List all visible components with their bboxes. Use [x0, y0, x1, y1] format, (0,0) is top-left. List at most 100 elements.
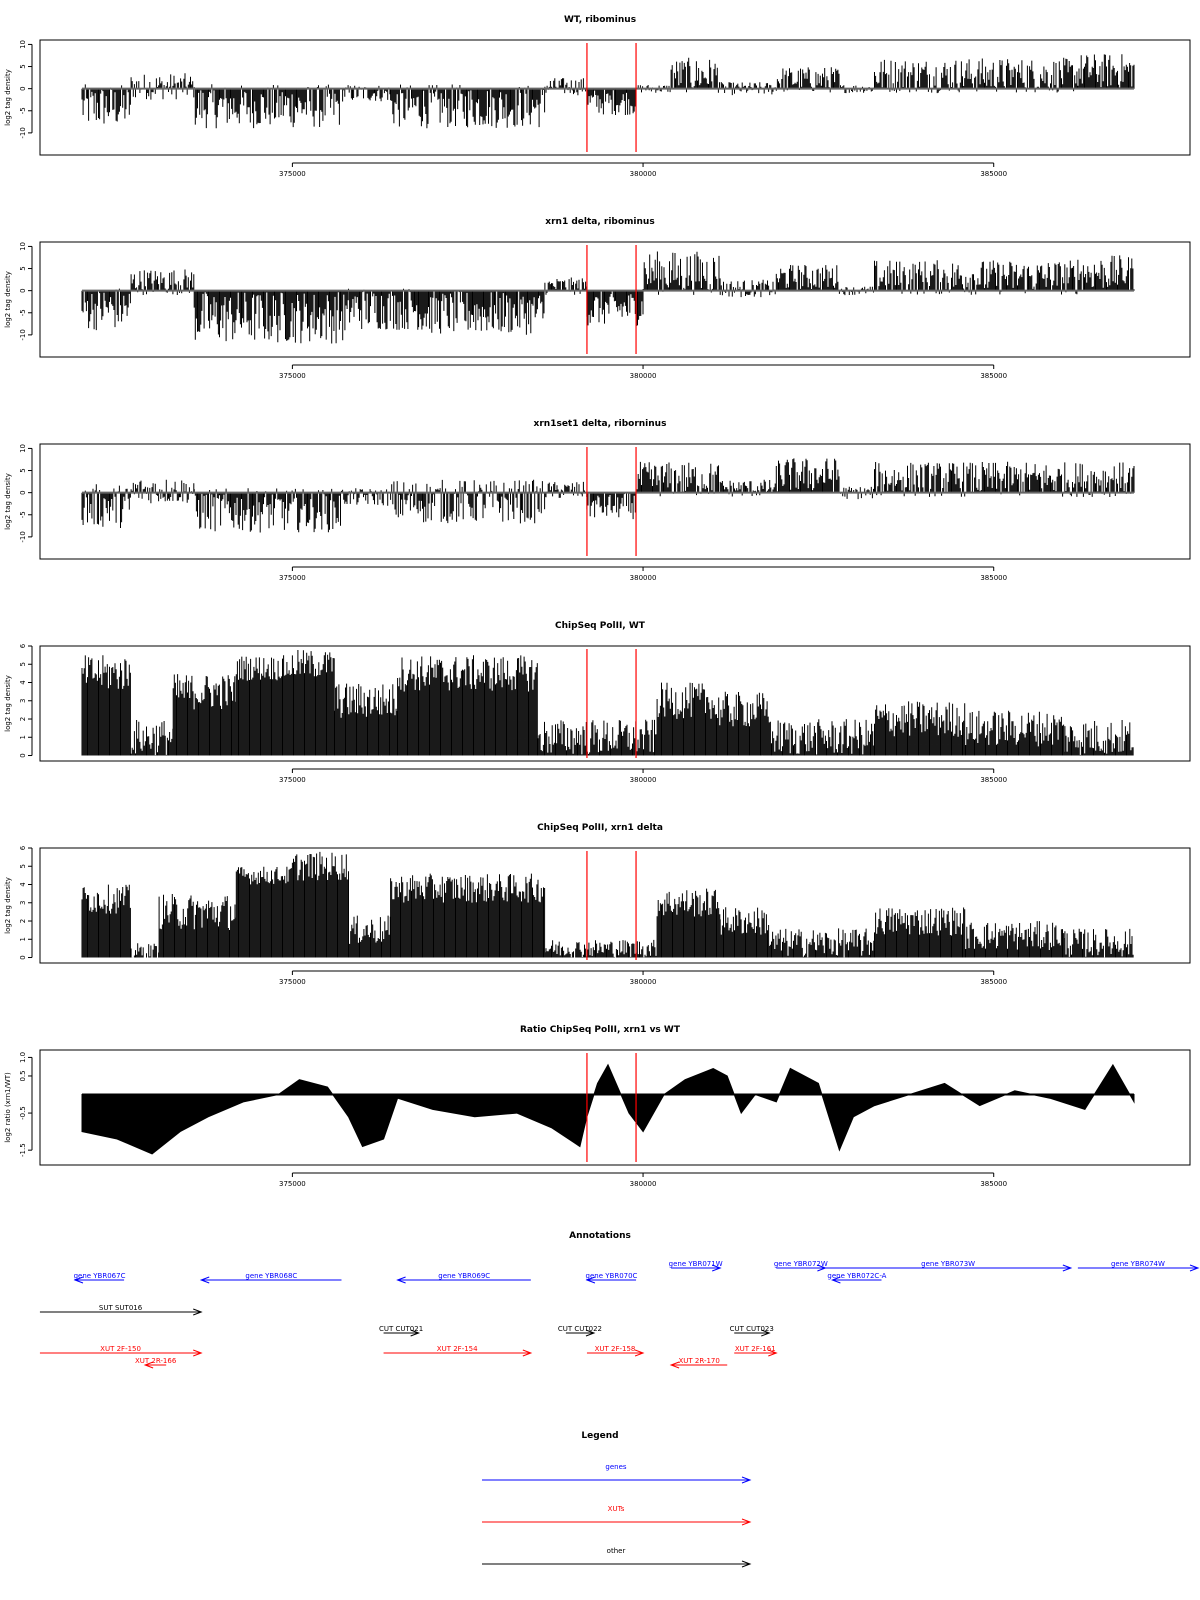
- annotation-label: XUT 2F-150: [100, 1345, 141, 1353]
- x-tick-label: 375000: [279, 170, 306, 178]
- annotation-feature: gene YBR074W: [1077, 1260, 1200, 1272]
- feature-arrowhead: [396, 1276, 406, 1284]
- x-tick-label: 380000: [630, 1180, 657, 1188]
- y-tick-label: 6: [19, 643, 27, 648]
- annotation-feature: CUT CUT022: [558, 1325, 602, 1337]
- annotation-label: CUT CUT022: [558, 1325, 602, 1333]
- annotation-label: gene YBR072C-A: [827, 1272, 886, 1280]
- legend-label: genes: [605, 1463, 626, 1471]
- y-tick-label: 2: [19, 919, 27, 923]
- y-tick-label: 0.5: [19, 1070, 27, 1081]
- annotation-feature: CUT CUT023: [730, 1325, 774, 1337]
- y-tick-label: 10: [19, 444, 27, 453]
- panel-title: ChipSeq PolII, xrn1 delta: [537, 823, 663, 833]
- legend-arrowhead: [741, 1476, 752, 1484]
- annotation-label: CUT CUT021: [379, 1325, 423, 1333]
- annotations-title: Annotations: [569, 1231, 631, 1241]
- annotation-feature: gene YBR073W: [825, 1260, 1073, 1272]
- feature-arrowhead: [761, 1329, 771, 1337]
- plot-frame: [39, 645, 1191, 762]
- feature-arrowhead: [585, 1329, 596, 1337]
- y-tick-label: 6: [19, 845, 27, 850]
- y-tick-label: 5: [19, 468, 27, 472]
- annotation-label: XUT 2F-154: [437, 1345, 478, 1353]
- y-tick-label: 4: [19, 882, 27, 887]
- feature-arrowhead: [193, 1308, 203, 1316]
- x-tick-label: 380000: [630, 170, 657, 178]
- y-tick-label: 0: [19, 955, 27, 959]
- annotation-feature: XUT 2F-150: [39, 1345, 203, 1357]
- legend-title: Legend: [581, 1431, 618, 1441]
- feature-arrowhead: [634, 1349, 645, 1357]
- feature-arrowhead: [830, 1276, 841, 1284]
- track-panel: xrn1set1 delta, riborninus 10 5 0 -5 -10 log2 …: [4, 419, 1191, 582]
- annotation-label: gene YBR069C: [438, 1272, 490, 1280]
- legend-label: XUTs: [608, 1505, 625, 1513]
- y-tick-label: 10: [19, 242, 27, 251]
- track-panel: Ratio ChipSeq PolII, xrn1 vs WT 1.0 0.5 -0.…: [4, 1025, 1191, 1188]
- y-axis-label: log2 tag density: [4, 69, 12, 126]
- x-tick-label: 380000: [630, 776, 657, 784]
- y-tick-label: 0: [19, 490, 27, 494]
- plot-frame: [39, 39, 1191, 156]
- y-tick-label: 5: [19, 64, 27, 68]
- annotation-label: gene YBR071W: [669, 1260, 723, 1268]
- panel-title: xrn1 delta, ribominus: [545, 217, 654, 227]
- feature-arrowhead: [768, 1349, 778, 1357]
- y-tick-label: 0: [19, 288, 27, 292]
- density-bars: [81, 851, 1134, 958]
- annotation-label: XUT 2F-158: [595, 1345, 636, 1353]
- y-axis-label: log2 tag density: [4, 675, 12, 732]
- track-panel: xrn1 delta, ribominus 10 5 0 -5 -10 log2 tag d…: [4, 217, 1191, 380]
- annotation-label: gene YBR067C: [74, 1272, 126, 1280]
- y-tick-label: -0.5: [19, 1106, 27, 1120]
- y-tick-label: -10: [19, 127, 27, 138]
- plot-frame: [39, 443, 1191, 560]
- annotation-feature: gene YBR071W: [669, 1260, 723, 1272]
- track-panel: ChipSeq PolII, WT 0 1 2 3 4 5 6 log2 tag density…: [4, 621, 1191, 784]
- plot-frame: [39, 1049, 1191, 1166]
- y-tick-label: -5: [19, 511, 27, 518]
- x-tick-label: 380000: [630, 574, 657, 582]
- x-tick-label: 375000: [279, 978, 306, 986]
- y-axis-label: log2 ratio (xrn1/WT): [4, 1072, 12, 1143]
- x-tick-label: 380000: [630, 978, 657, 986]
- feature-arrowhead: [669, 1361, 680, 1369]
- x-tick-label: 375000: [279, 1180, 306, 1188]
- annotation-feature: XUT 2R-170: [669, 1357, 728, 1369]
- x-tick-label: 375000: [279, 776, 306, 784]
- y-tick-label: -10: [19, 531, 27, 542]
- annotation-label: gene YBR070C: [586, 1272, 638, 1280]
- track-panel: WT, ribominus 10 5 0 -5 -10 log2 tag density 37…: [4, 15, 1191, 178]
- feature-arrowhead: [712, 1264, 722, 1272]
- annotation-label: gene YBR073W: [921, 1260, 975, 1268]
- panel-title: ChipSeq PolII, WT: [555, 621, 646, 631]
- y-tick-label: 1.0: [19, 1052, 27, 1063]
- feature-arrowhead: [410, 1329, 421, 1337]
- legend-label: other: [607, 1547, 626, 1555]
- annotation-label: gene YBR074W: [1111, 1260, 1165, 1268]
- feature-arrowhead: [1189, 1264, 1200, 1272]
- x-tick-label: 385000: [980, 978, 1007, 986]
- panel-title: Ratio ChipSeq PolII, xrn1 vs WT: [520, 1025, 681, 1035]
- x-tick-label: 385000: [980, 776, 1007, 784]
- annotation-label: XUT 2F-161: [735, 1345, 776, 1353]
- legend-item: XUTs: [482, 1505, 752, 1526]
- annotation-feature: gene YBR072C-A: [827, 1272, 887, 1284]
- annotations-section: Annotations gene YBR067C gene YBR068C gene…: [39, 1231, 1200, 1369]
- y-tick-label: 1: [19, 937, 27, 941]
- x-tick-label: 385000: [980, 574, 1007, 582]
- feature-arrowhead: [585, 1276, 596, 1284]
- density-bars: [81, 650, 1134, 756]
- y-tick-label: 2: [19, 717, 27, 721]
- plot-frame: [39, 847, 1191, 964]
- panel-title: xrn1set1 delta, riborninus: [534, 419, 667, 429]
- y-tick-label: 10: [19, 40, 27, 49]
- feature-arrowhead: [522, 1349, 533, 1357]
- annotation-feature: gene YBR068C: [199, 1272, 342, 1284]
- y-tick-label: -5: [19, 309, 27, 316]
- annotation-label: CUT CUT023: [730, 1325, 774, 1333]
- x-tick-label: 385000: [980, 372, 1007, 380]
